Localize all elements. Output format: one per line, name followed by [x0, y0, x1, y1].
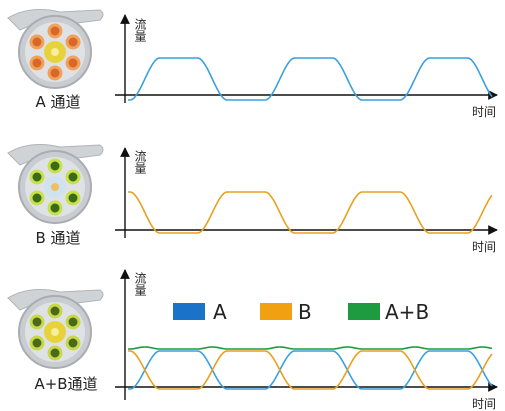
- flow-curve: [128, 346, 493, 350]
- legend-label: A: [213, 300, 227, 324]
- legend-swatch: [348, 303, 380, 320]
- channel-label: A 通道: [35, 93, 80, 111]
- x-axis-label: 时间: [472, 397, 496, 411]
- pump-a: [7, 8, 104, 89]
- pump-b: [7, 143, 104, 224]
- legend-swatch: [173, 303, 205, 320]
- pump-ab: [7, 288, 104, 369]
- flow-curve: [128, 350, 493, 390]
- channel-label: B 通道: [35, 229, 80, 247]
- x-axis-label: 时间: [472, 105, 496, 119]
- channel-label: A+B通道: [34, 375, 97, 393]
- flow-curve: [128, 350, 493, 390]
- legend-label: B: [298, 300, 312, 324]
- legend-label: A+B: [385, 300, 429, 324]
- y-axis-label: 流量: [133, 18, 147, 42]
- y-axis-label: 流量: [133, 150, 147, 174]
- legend-swatch: [260, 303, 292, 320]
- flow-curve: [128, 191, 493, 234]
- flow-curve: [128, 57, 493, 101]
- x-axis-label: 时间: [472, 240, 496, 254]
- y-axis-label: 流量: [133, 272, 147, 296]
